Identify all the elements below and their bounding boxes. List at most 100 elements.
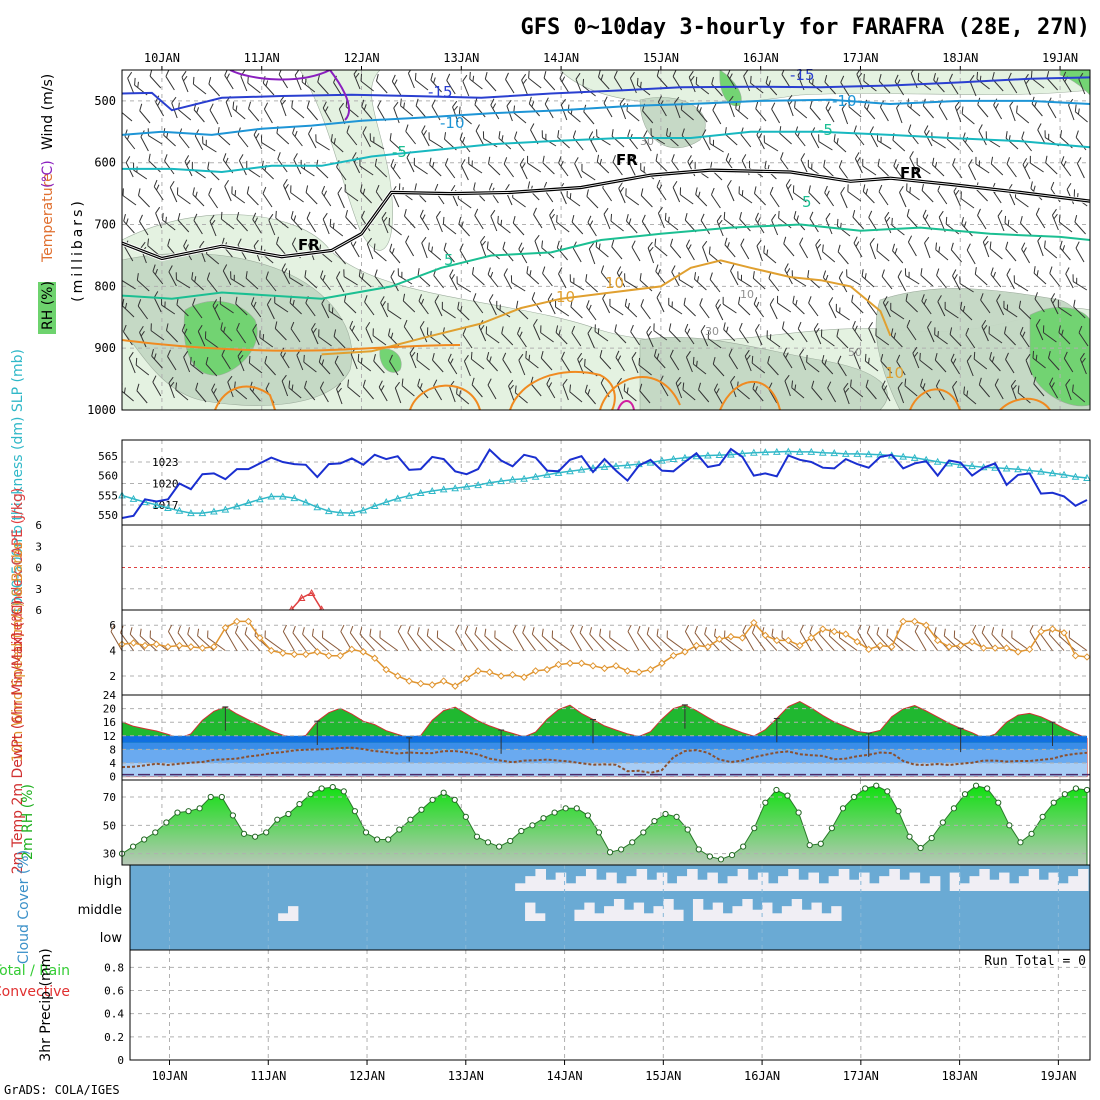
wind-barb-528 — [743, 70, 751, 92]
slp-line — [121, 447, 1088, 519]
wind-speed-point — [554, 660, 563, 669]
barb-flag — [623, 383, 626, 391]
wind-barb-104 — [235, 296, 248, 316]
barb-flag — [403, 319, 408, 327]
barb-flag — [519, 158, 525, 165]
barb-shaft — [1078, 78, 1086, 95]
barb-shaft — [421, 131, 430, 147]
wind-barb-570 — [783, 236, 795, 257]
barb-shaft — [513, 112, 527, 124]
barb-flag — [357, 353, 360, 362]
barb-flag — [1035, 207, 1040, 215]
wind-barb-79 — [206, 272, 218, 293]
barb-shaft — [471, 358, 485, 370]
barb-flag — [426, 628, 429, 636]
wind-barb-423 — [612, 155, 623, 176]
barb-flag — [791, 380, 794, 388]
wind-barb-822 — [1075, 241, 1085, 263]
barb-shaft — [852, 216, 864, 230]
barb-flag — [587, 215, 592, 223]
wind-barb-438 — [631, 240, 641, 262]
wind-barb-546 — [756, 239, 763, 262]
barb-shaft — [217, 133, 231, 146]
wind-barb-435 — [628, 156, 637, 178]
wind-barb-124 — [262, 186, 273, 208]
barb-shaft — [232, 108, 246, 120]
rh-point — [1006, 822, 1013, 829]
barb-flag2 — [451, 274, 456, 280]
wind-barb-4 — [122, 188, 137, 206]
wind-barb-252 — [414, 72, 429, 91]
wind-barb-0 — [127, 71, 135, 94]
wind-barb-484 — [679, 187, 694, 205]
barb-flag — [1050, 181, 1055, 189]
barb-shaft — [1072, 281, 1088, 291]
barb-flag2 — [786, 268, 791, 274]
barb-shaft — [405, 131, 416, 145]
ua-ytick-2: 700 — [94, 218, 116, 232]
cloud-middle-bar — [604, 906, 615, 921]
barb-flag — [305, 185, 309, 193]
barb-shaft — [449, 386, 456, 403]
barb-shaft — [153, 186, 164, 201]
barb-flag — [165, 70, 170, 77]
wind-barb-204 — [360, 73, 374, 92]
barb-shaft — [884, 217, 892, 234]
contour-label-6: 5 — [802, 193, 812, 211]
barb-flag2 — [1007, 219, 1010, 226]
barb-shaft — [494, 637, 513, 652]
wind-barb-261 — [419, 321, 428, 343]
barb-flag2 — [363, 104, 367, 110]
wind-barb-107 — [234, 381, 248, 400]
barb-shaft — [866, 632, 881, 651]
barb-shaft — [207, 637, 226, 652]
cloud-high-bar — [535, 869, 547, 891]
barb-shaft — [415, 105, 427, 119]
barb-flag — [319, 381, 325, 389]
barb-flag2 — [952, 358, 957, 365]
barb-flag — [303, 354, 305, 363]
barb-shaft — [305, 192, 318, 205]
barb-shaft — [261, 167, 274, 180]
wind-barb-276 — [446, 73, 456, 95]
barb-shaft — [700, 331, 709, 347]
barb-flag — [231, 186, 233, 194]
barb-flag — [379, 630, 381, 638]
wind-barb-751 — [990, 267, 1002, 288]
rh-point — [895, 808, 902, 815]
barb-shaft — [487, 248, 500, 260]
cloud-high-bar — [697, 879, 708, 891]
wind-barb-284 — [441, 301, 456, 319]
barb-shaft — [912, 352, 920, 369]
cloud-high-bar — [737, 869, 749, 891]
barb-flag — [486, 351, 490, 360]
wind-barb-141 — [274, 321, 287, 341]
wind-barb-10m — [234, 625, 249, 651]
barb-flag2 — [545, 133, 547, 140]
barb-flag — [852, 320, 856, 328]
barb-flag — [628, 156, 634, 163]
wind-barb-173 — [322, 212, 330, 235]
barb-flag2 — [984, 240, 989, 247]
barb-flag2 — [123, 387, 126, 394]
barb-flag — [542, 155, 545, 163]
barb-flag — [527, 181, 531, 189]
wind-barb-525 — [723, 322, 736, 342]
rh-point — [163, 819, 170, 826]
barb-shaft — [542, 162, 555, 175]
barb-shaft — [869, 132, 879, 148]
barb-shaft — [222, 270, 232, 286]
barb-flag2 — [431, 246, 434, 253]
barb-shaft — [1058, 332, 1071, 345]
wind-barb-7 — [122, 273, 136, 290]
wind-barb-537 — [738, 322, 749, 344]
barb-flag — [688, 70, 694, 78]
wind-barb-472 — [672, 181, 681, 203]
wind-speed-point — [462, 674, 471, 683]
wind-speed-point — [727, 632, 735, 641]
barb-shaft — [478, 326, 487, 342]
barb-shaft — [811, 387, 823, 401]
wind-barb-128 — [266, 298, 275, 320]
wind-barb-358 — [525, 350, 539, 369]
barb-flag — [611, 239, 615, 247]
